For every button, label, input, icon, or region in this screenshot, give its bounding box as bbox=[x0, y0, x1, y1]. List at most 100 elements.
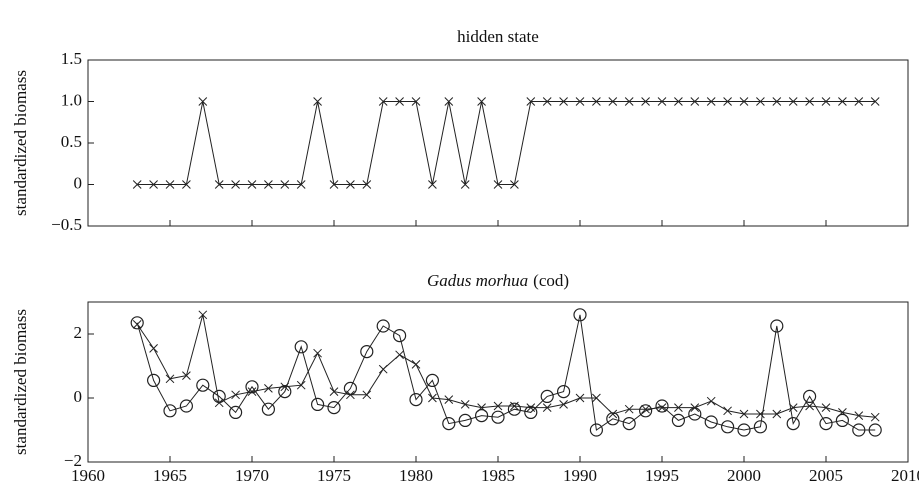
circle-marker bbox=[868, 423, 882, 437]
x-marker bbox=[690, 403, 700, 412]
x-marker bbox=[165, 374, 175, 384]
x-marker bbox=[378, 364, 388, 374]
y-axis-label: standardized biomass bbox=[11, 70, 30, 216]
x-marker bbox=[608, 409, 618, 419]
x-marker bbox=[444, 395, 454, 404]
circle-marker bbox=[179, 399, 193, 413]
circle-marker bbox=[573, 308, 587, 322]
x-marker bbox=[805, 401, 814, 411]
x-marker bbox=[428, 180, 437, 189]
x-marker bbox=[198, 310, 208, 320]
circle-marker bbox=[311, 397, 325, 411]
x-marker bbox=[231, 180, 240, 189]
x-marker bbox=[296, 180, 306, 189]
x-marker bbox=[444, 97, 454, 106]
x-marker bbox=[214, 398, 224, 408]
circle-marker bbox=[835, 413, 850, 427]
circle-marker bbox=[622, 417, 636, 431]
circle-marker bbox=[540, 389, 554, 403]
x-marker bbox=[641, 97, 650, 106]
x-marker bbox=[788, 403, 798, 412]
circle-marker bbox=[229, 405, 243, 419]
y-tick-label: −2 bbox=[64, 451, 82, 470]
x-tick-label: 1990 bbox=[563, 466, 597, 485]
x-marker bbox=[395, 350, 404, 360]
circle-marker bbox=[442, 417, 456, 431]
y-tick-label: 1.5 bbox=[61, 49, 82, 68]
x-marker bbox=[592, 393, 601, 403]
x-marker bbox=[280, 180, 290, 189]
x-marker bbox=[477, 403, 486, 412]
y-tick-label: −0.5 bbox=[51, 215, 82, 234]
circle-marker bbox=[147, 373, 161, 387]
x-tick-label: 2005 bbox=[809, 466, 843, 485]
circle-marker bbox=[196, 378, 210, 392]
x-marker bbox=[329, 180, 339, 189]
x-marker bbox=[477, 97, 486, 106]
axes-frame bbox=[87, 301, 909, 463]
x-marker bbox=[231, 390, 240, 400]
circle-marker bbox=[376, 319, 390, 333]
x-marker bbox=[821, 97, 831, 106]
circle-marker bbox=[606, 412, 620, 426]
x-tick-label: 1960 bbox=[71, 466, 105, 485]
circle-marker bbox=[852, 423, 866, 437]
x-marker bbox=[411, 360, 421, 369]
circle-marker bbox=[786, 417, 800, 431]
circle-marker bbox=[475, 409, 489, 423]
x-marker bbox=[821, 403, 831, 412]
x-marker bbox=[313, 348, 322, 358]
x-marker bbox=[329, 387, 339, 396]
x-marker bbox=[870, 97, 880, 106]
x-marker bbox=[346, 390, 355, 400]
circle-marker bbox=[507, 402, 522, 416]
circle-marker bbox=[802, 389, 817, 403]
y-tick-label: 0.5 bbox=[61, 132, 82, 151]
x-marker bbox=[411, 97, 421, 106]
y-tick-label: 0 bbox=[74, 173, 83, 192]
circle-marker bbox=[720, 420, 735, 434]
x-marker bbox=[641, 404, 650, 414]
x-marker bbox=[149, 344, 158, 353]
chart-title: Gadus morhua (cod) bbox=[427, 271, 569, 290]
x-marker bbox=[542, 97, 552, 106]
circle-marker bbox=[425, 373, 439, 387]
circle-marker bbox=[130, 316, 144, 330]
x-tick-label: 2010 bbox=[891, 466, 919, 485]
x-marker bbox=[526, 97, 536, 106]
circle-marker bbox=[294, 340, 308, 354]
x-marker bbox=[280, 382, 290, 392]
series-line bbox=[137, 101, 876, 185]
x-marker bbox=[788, 97, 798, 106]
circle-marker bbox=[655, 399, 669, 413]
circle-marker bbox=[245, 380, 259, 394]
x-marker bbox=[214, 180, 224, 189]
x-marker bbox=[805, 97, 814, 106]
x-marker bbox=[493, 180, 503, 189]
x-marker bbox=[854, 97, 864, 106]
circle-marker bbox=[819, 417, 833, 431]
circle-marker bbox=[704, 415, 718, 429]
circle-marker bbox=[638, 404, 653, 418]
x-marker bbox=[378, 97, 388, 106]
title-species: Gadus morhua bbox=[427, 271, 528, 290]
x-marker bbox=[346, 180, 355, 189]
x-marker bbox=[870, 412, 880, 422]
x-marker bbox=[559, 400, 568, 409]
x-tick-label: 1985 bbox=[481, 466, 515, 485]
x-marker bbox=[460, 400, 470, 409]
chart-title: hidden state bbox=[457, 27, 539, 46]
x-marker bbox=[723, 97, 732, 106]
x-marker bbox=[674, 97, 683, 106]
x-marker bbox=[247, 180, 257, 189]
x-marker bbox=[362, 390, 372, 400]
series-line bbox=[136, 314, 876, 418]
x-marker bbox=[657, 403, 667, 412]
circle-marker bbox=[491, 410, 505, 424]
circle-marker bbox=[556, 385, 571, 399]
x-marker bbox=[624, 404, 634, 414]
x-marker bbox=[559, 97, 568, 106]
x-marker bbox=[428, 393, 437, 403]
circle-marker bbox=[458, 413, 472, 427]
